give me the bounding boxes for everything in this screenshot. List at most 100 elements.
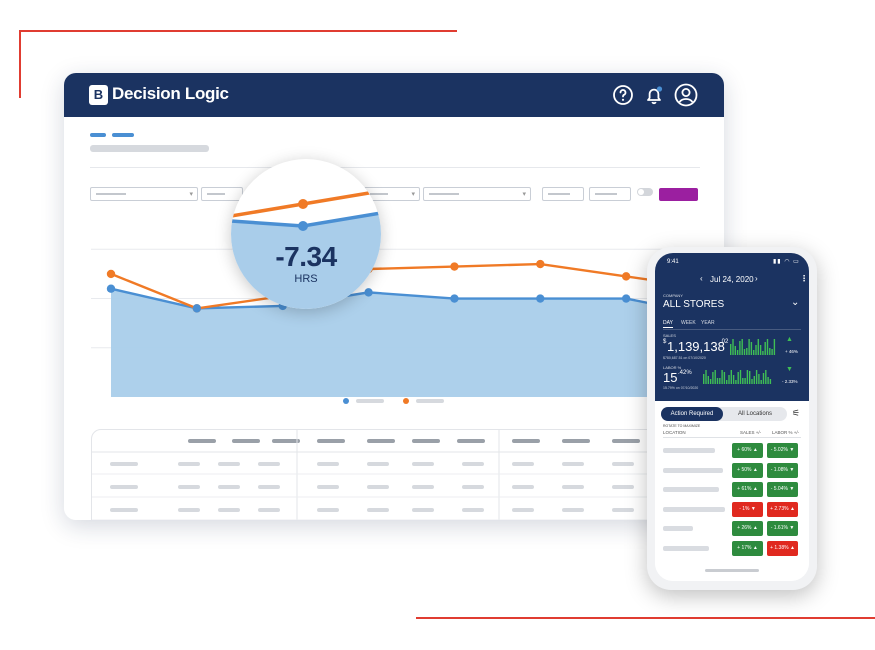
- breadcrumb-placeholder[interactable]: [112, 133, 134, 137]
- sparkline-bar: [709, 379, 712, 384]
- sales-variance-badge[interactable]: - 1% ▼: [732, 501, 763, 517]
- header-placeholder: [412, 439, 440, 443]
- header-placeholder: [367, 439, 395, 443]
- data-point-orange: [450, 262, 459, 271]
- date-label[interactable]: Jul 24, 2020: [710, 275, 754, 284]
- header-placeholder: [188, 439, 216, 443]
- legend-label-placeholder: [356, 399, 384, 403]
- sales-variance-badge[interactable]: + 60% ▲: [732, 443, 763, 458]
- cell-placeholder: [512, 462, 534, 466]
- sparkline-bar: [716, 378, 719, 384]
- sparkline-bar: [749, 371, 751, 384]
- sparkline-bar: [744, 378, 746, 384]
- sales-value: 1,139,138: [667, 339, 725, 354]
- company-name[interactable]: ALL STORES: [663, 299, 725, 310]
- sales-sparkline: [730, 339, 776, 355]
- cell-placeholder: [512, 485, 534, 489]
- compare-toggle[interactable]: [637, 188, 653, 196]
- labor-variance-badge[interactable]: + 2.73% ▲: [767, 501, 798, 517]
- sparkline-bar: [746, 370, 749, 384]
- location-name-placeholder[interactable]: [663, 487, 719, 492]
- labor-variance-badge[interactable]: - 1.61% ▼: [767, 521, 798, 536]
- breadcrumb-placeholder[interactable]: [90, 133, 106, 137]
- filter-sliders-icon[interactable]: ⚟: [792, 408, 801, 418]
- tab-week[interactable]: WEEK: [681, 320, 696, 326]
- chevron-down-icon[interactable]: ⌄: [791, 297, 800, 308]
- sales-variance-badge[interactable]: + 61% ▲: [732, 482, 763, 497]
- cell-placeholder: [110, 485, 138, 489]
- hours-line-chart: [91, 248, 724, 397]
- filter-dropdown[interactable]: ▾: [90, 187, 198, 201]
- bell-icon[interactable]: [642, 83, 666, 107]
- filter-dropdown[interactable]: [201, 187, 243, 201]
- cell-placeholder: [562, 508, 584, 512]
- sales-variance-badge[interactable]: + 26% ▲: [732, 521, 763, 536]
- cell-placeholder: [218, 508, 240, 512]
- labor-variance-badge[interactable]: - 5.02% ▼: [767, 443, 798, 458]
- location-name-placeholder[interactable]: [663, 467, 723, 473]
- location-name-placeholder[interactable]: [663, 506, 725, 512]
- sales-variance-badge[interactable]: + 17% ▲: [732, 540, 763, 556]
- series-line-blue: [110, 287, 713, 317]
- more-menu-icon[interactable]: ⋮: [800, 274, 808, 283]
- cell-placeholder: [178, 508, 200, 512]
- labor-variance-badge[interactable]: - 5.04% ▼: [767, 482, 798, 497]
- sparkline-bar: [741, 339, 743, 355]
- tab-year[interactable]: YEAR: [701, 320, 715, 326]
- filter-dropdown[interactable]: ▾: [423, 187, 531, 201]
- data-table: [91, 429, 713, 520]
- sparkline-bar: [719, 378, 721, 384]
- labor-label: LABOR %: [663, 365, 682, 370]
- sales-cents: .02: [720, 339, 729, 345]
- date-field[interactable]: [589, 187, 631, 201]
- apply-button[interactable]: [659, 188, 698, 201]
- sparkline-bar: [766, 339, 769, 355]
- sales-change: + 46%: [785, 349, 798, 354]
- cell-placeholder: [218, 462, 240, 466]
- data-point-blue: [192, 304, 202, 313]
- tab-all-locations[interactable]: All Locations: [737, 411, 773, 417]
- dashboard-content: ▾ ▾ ▾: [64, 117, 724, 520]
- sparkline-bar: [755, 345, 757, 355]
- location-name-placeholder[interactable]: [663, 545, 709, 551]
- decision-logic-logo-icon[interactable]: B: [89, 85, 108, 105]
- prev-date-chevron-icon[interactable]: ‹: [700, 274, 703, 283]
- header-placeholder: [512, 439, 540, 443]
- next-date-chevron-icon[interactable]: ›: [755, 274, 758, 283]
- cell-placeholder: [562, 462, 584, 466]
- sparkline-bar: [760, 380, 762, 384]
- decor-line-bottom: [416, 617, 875, 619]
- sparkline-bar: [723, 372, 726, 384]
- labor-down-arrow-icon: ▼: [786, 366, 793, 373]
- cell-placeholder: [367, 508, 389, 512]
- date-field[interactable]: [542, 187, 584, 201]
- labor-variance-badge[interactable]: + 1.38% ▲: [767, 540, 798, 556]
- cell-placeholder: [612, 485, 634, 489]
- sales-variance-badge[interactable]: + 50% ▲: [732, 462, 763, 478]
- sparkline-bar: [730, 344, 732, 355]
- legend-marker-orange: [403, 398, 409, 404]
- header-placeholder: [562, 439, 590, 443]
- data-point-blue: [450, 294, 459, 303]
- user-icon[interactable]: [674, 83, 698, 107]
- sparkline-bar: [742, 378, 744, 384]
- cell-placeholder: [367, 462, 389, 466]
- header-placeholder: [232, 439, 260, 443]
- sparkline-bar: [767, 377, 769, 384]
- sparkline-bar: [769, 379, 772, 384]
- labor-change: - 2.33%: [782, 379, 798, 384]
- home-indicator: [705, 569, 759, 572]
- tab-day[interactable]: DAY: [663, 320, 673, 328]
- tab-action-required[interactable]: Action Required: [661, 407, 723, 421]
- location-name-placeholder[interactable]: [663, 448, 715, 453]
- sparkline-bar: [739, 341, 741, 355]
- sparkline-bar: [712, 372, 714, 384]
- cell-placeholder: [612, 462, 634, 466]
- sparkline-bar: [730, 370, 732, 384]
- location-name-placeholder[interactable]: [663, 526, 693, 531]
- cell-placeholder: [512, 508, 534, 512]
- help-icon[interactable]: [611, 83, 635, 107]
- labor-variance-badge[interactable]: - 1.08% ▼: [767, 462, 798, 478]
- column-sales: SALES +/-: [740, 430, 762, 435]
- legend-marker-blue: [343, 398, 349, 404]
